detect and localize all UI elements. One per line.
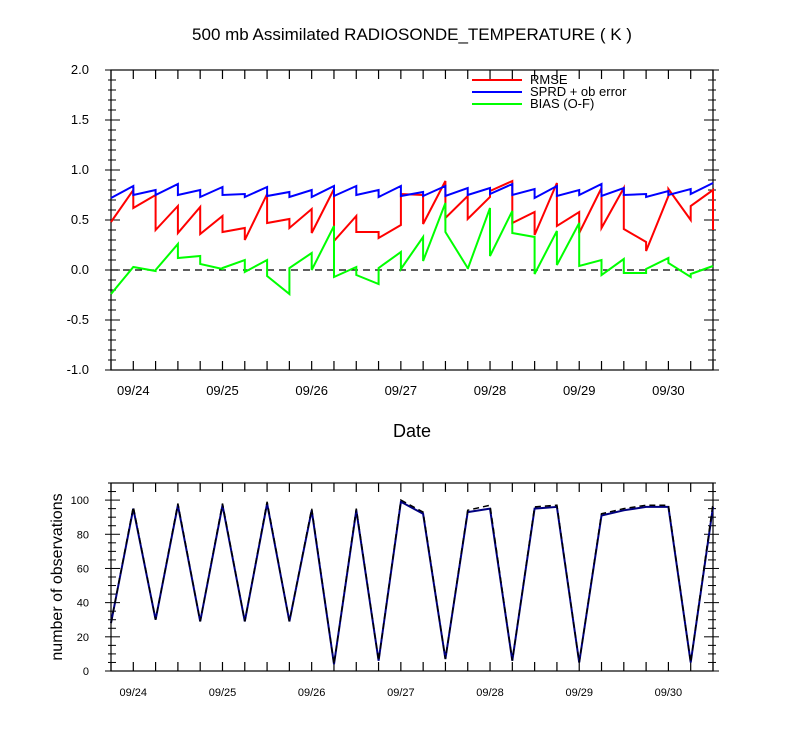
- top-panel: 09/24 09/25 09/26 09/27 09/28 09/29 09/30 -1.0 -…: [67, 62, 719, 398]
- y-tick-label: 60: [77, 563, 89, 575]
- series-line-0: [110, 500, 714, 665]
- legend-label: BIAS (O-F): [530, 96, 594, 111]
- x-axis-label: Date: [393, 421, 431, 441]
- y-tick-label: 0.0: [71, 262, 89, 277]
- y-tick-label: -1.0: [67, 362, 89, 377]
- y-tick-label: 1.5: [71, 112, 89, 127]
- x-tick-label: 09/29: [565, 687, 593, 699]
- y-tick-label: 0: [83, 666, 89, 678]
- y-tick-label: 1.0: [71, 162, 89, 177]
- y-tick-label: 80: [77, 529, 89, 541]
- series-line-bias-o-f: [110, 202, 714, 297]
- chart-title: 500 mb Assimilated RADIOSONDE_TEMPERATUR…: [192, 25, 632, 44]
- x-tick-label: 09/29: [563, 383, 596, 398]
- x-tick-label: 09/28: [474, 383, 507, 398]
- y-tick-label: 2.0: [71, 62, 89, 77]
- series-line-sprd-ob-error: [110, 182, 714, 200]
- x-tick-label: 09/28: [476, 687, 504, 699]
- y-tick-label: -0.5: [67, 312, 89, 327]
- y-axis-label: number of observations: [49, 493, 66, 660]
- x-tick-label: 09/27: [387, 687, 415, 699]
- y-tick-label: 0.5: [71, 212, 89, 227]
- x-tick-label: 09/25: [206, 383, 239, 398]
- y-tick-label: 20: [77, 632, 89, 644]
- series-line-rmse: [110, 179, 714, 252]
- legend-label: SPRD + ob error: [530, 84, 627, 99]
- x-tick-label: 09/26: [298, 687, 326, 699]
- x-tick-label: 09/30: [652, 383, 685, 398]
- plot-frame: [110, 69, 714, 371]
- series-line-1: [110, 498, 714, 665]
- x-tick-label: 09/24: [120, 687, 148, 699]
- x-tick-label: 09/27: [385, 383, 418, 398]
- y-tick-label: 100: [71, 495, 89, 507]
- x-tick-label: 09/30: [655, 687, 683, 699]
- x-tick-label: 09/25: [209, 687, 237, 699]
- x-tick-label: 09/26: [295, 383, 328, 398]
- y-tick-label: 40: [77, 598, 89, 610]
- legend-label: RMSE: [530, 72, 568, 87]
- x-tick-label: 09/24: [117, 383, 150, 398]
- bottom-panel: 09/24 09/25 09/26 09/27 09/28 09/29 09/30 0 20 40…: [49, 482, 719, 699]
